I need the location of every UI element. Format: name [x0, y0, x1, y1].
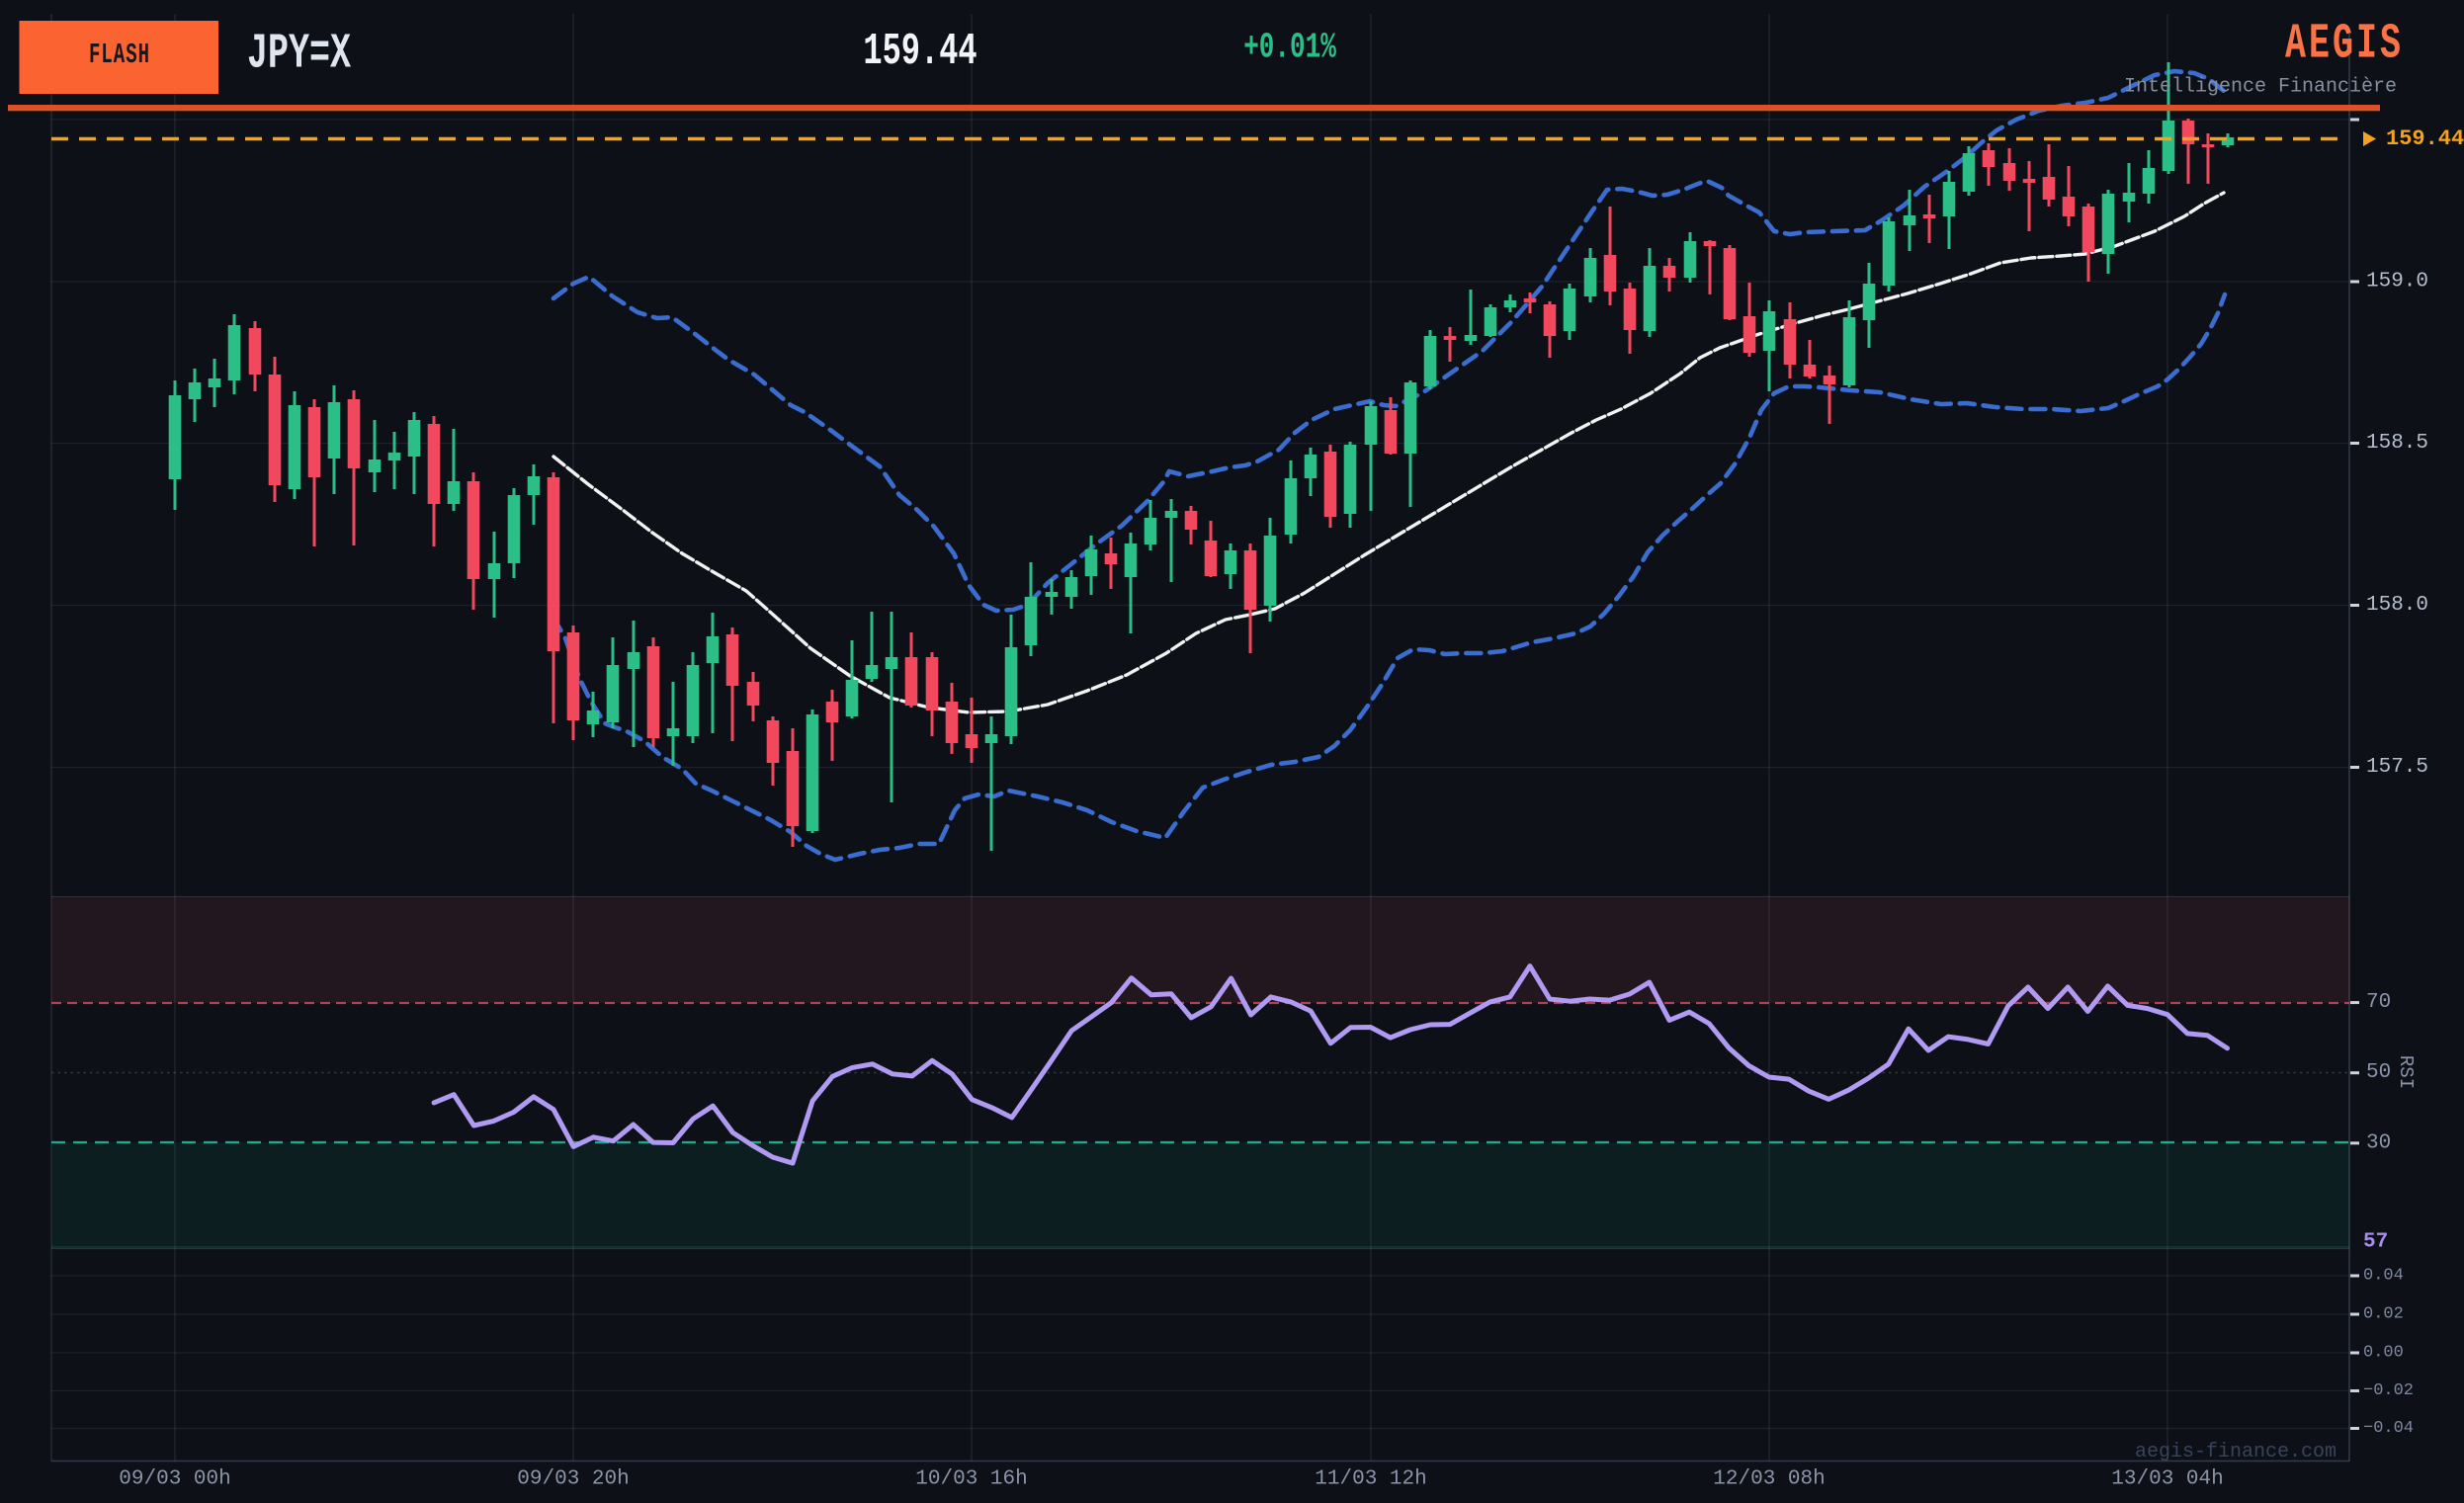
- svg-text:0.00: 0.00: [2363, 1344, 2404, 1363]
- svg-text:158.5: 158.5: [2366, 432, 2428, 455]
- svg-text:70: 70: [2366, 991, 2391, 1014]
- svg-text:09/03 00h: 09/03 00h: [119, 1468, 230, 1491]
- svg-text:10/03 16h: 10/03 16h: [915, 1468, 1027, 1491]
- svg-text:30: 30: [2366, 1131, 2391, 1154]
- svg-text:−0.02: −0.02: [2363, 1381, 2414, 1400]
- svg-text:159.0: 159.0: [2366, 271, 2428, 293]
- svg-text:57: 57: [2363, 1231, 2388, 1254]
- svg-text:RSI: RSI: [2395, 1055, 2417, 1089]
- svg-text:−0.04: −0.04: [2363, 1419, 2414, 1438]
- svg-text:0.04: 0.04: [2363, 1267, 2404, 1286]
- svg-text:Intelligence Financière: Intelligence Financière: [2124, 76, 2397, 99]
- svg-text:158.0: 158.0: [2366, 594, 2428, 617]
- svg-text:13/03 04h: 13/03 04h: [2111, 1468, 2223, 1491]
- svg-text:12/03 08h: 12/03 08h: [1713, 1468, 1825, 1491]
- svg-text:0.02: 0.02: [2363, 1305, 2404, 1324]
- svg-text:09/03 20h: 09/03 20h: [517, 1468, 629, 1491]
- svg-text:50: 50: [2366, 1061, 2391, 1084]
- svg-text:157.5: 157.5: [2366, 756, 2428, 779]
- svg-text:159.44: 159.44: [863, 26, 977, 77]
- svg-text:+0.01%: +0.01%: [1243, 29, 1336, 68]
- svg-text:JPY=X: JPY=X: [247, 26, 351, 82]
- svg-text:aegis-finance.com: aegis-finance.com: [2135, 1441, 2337, 1463]
- svg-text:AEGIS: AEGIS: [2285, 16, 2404, 72]
- svg-text:FLASH: FLASH: [89, 41, 150, 72]
- svg-text:159.44: 159.44: [2386, 126, 2464, 151]
- svg-text:11/03 12h: 11/03 12h: [1315, 1468, 1426, 1491]
